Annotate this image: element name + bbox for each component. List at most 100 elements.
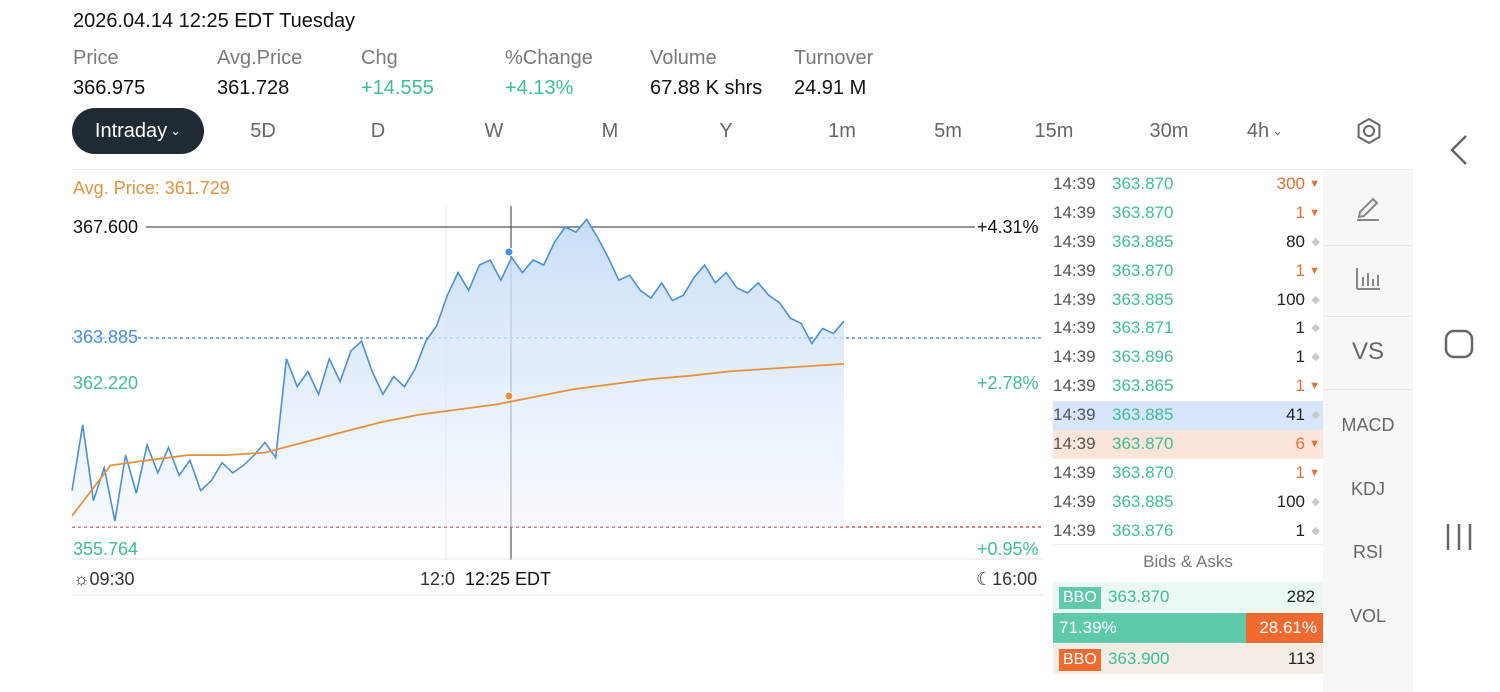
tick-price: 363.870 [1112, 434, 1174, 454]
ask-ratio: 28.61% [1245, 613, 1323, 643]
tick-time: 14:39 [1053, 202, 1096, 222]
stat-label: Avg.Price [217, 47, 303, 69]
diamond-icon: ◆ [1311, 235, 1320, 248]
tick-time: 14:39 [1053, 405, 1096, 425]
tick-row: 14:39 363.871 1 ◆ [1053, 314, 1323, 343]
tick-volume: 1 [1295, 202, 1305, 222]
tab-label: 5m [934, 120, 962, 142]
tick-volume: 6 [1295, 434, 1305, 454]
tick-time: 14:39 [1053, 231, 1096, 251]
tab-w[interactable]: W [468, 108, 520, 154]
tab-30m[interactable]: 30m [1138, 108, 1200, 154]
diamond-icon: ◆ [1311, 524, 1320, 537]
stat-label: Volume [650, 47, 717, 69]
tick-volume: 300 [1276, 174, 1305, 193]
tick-time: 14:39 [1053, 347, 1096, 367]
stat-value: 361.728 [217, 77, 290, 99]
tab-m[interactable]: M [584, 108, 636, 154]
settings-gear-icon[interactable] [1355, 117, 1383, 145]
timeframe-bar: Intraday ⌄ 5D D W M Y 1m 5m 15m 30m 4h ⌄ [72, 108, 1412, 154]
tick-volume: 100 [1276, 491, 1305, 511]
tab-label: Intraday [94, 120, 168, 142]
crosshair-price-dot [504, 247, 514, 257]
diamond-icon: ◆ [1311, 322, 1320, 335]
stat-value: +14.555 [361, 77, 434, 99]
bid-row: BBO 363.870 282 [1053, 582, 1323, 612]
stat-value: 366.975 [73, 77, 146, 99]
tab-label: M [601, 120, 619, 142]
bid-bbo-tag: BBO [1059, 586, 1101, 609]
ask-price: 363.900 [1108, 649, 1170, 668]
market-close-time: ☾16:00 [976, 569, 1037, 590]
crosshair-price-label: 367.600 [73, 217, 139, 237]
price-line [71, 218, 845, 522]
tick-row: 14:39 363.896 1 ◆ [1053, 343, 1323, 372]
tick-price: 363.896 [1112, 347, 1174, 367]
crosshair-pct-label: +4.31% [977, 217, 1039, 237]
stat-label: Chg [361, 47, 398, 69]
tick-price: 363.885 [1112, 405, 1174, 425]
tick-row: 14:39 363.870 300 ▼ [1053, 170, 1323, 199]
market-open-time: ☼09:30 [73, 569, 135, 590]
tick-row: 14:39 363.885 100 ◆ [1053, 286, 1323, 315]
divider [72, 169, 1413, 170]
tick-time: 14:39 [1053, 491, 1096, 511]
bar-chart-icon[interactable] [1354, 265, 1382, 293]
stat-label: Price [73, 47, 119, 69]
tick-row: 14:39 363.870 1 ▼ [1053, 257, 1323, 286]
tick-time: 14:39 [1053, 174, 1096, 193]
tab-5m[interactable]: 5m [918, 108, 978, 154]
tick-price: 363.870 [1112, 174, 1174, 193]
macd-button[interactable]: MACD [1341, 415, 1395, 435]
tick-row: 14:39 363.885 41 ◆ [1053, 401, 1323, 431]
bids-asks-title: Bids & Asks [1143, 552, 1233, 571]
draw-pencil-icon[interactable] [1354, 192, 1382, 222]
tick-volume: 1 [1295, 376, 1305, 396]
vol-button[interactable]: VOL [1349, 606, 1387, 626]
divider [1323, 316, 1413, 317]
end-time-label: 16:00 [992, 569, 1038, 589]
current-price-label: 363.885 [73, 327, 139, 348]
recents-icon[interactable] [1445, 522, 1473, 552]
tick-volume: 41 [1286, 405, 1305, 425]
tab-d[interactable]: D [352, 108, 404, 154]
stat-value: 24.91 M [794, 77, 867, 99]
bid-price: 363.870 [1108, 587, 1170, 606]
home-icon[interactable] [1444, 329, 1474, 359]
intraday-chart[interactable] [0, 0, 1050, 600]
tick-row: 14:39 363.865 1 ▼ [1053, 372, 1323, 401]
tab-1m[interactable]: 1m [810, 108, 874, 154]
moon-icon: ☾ [976, 569, 993, 589]
low-pct-label: +0.95% [977, 539, 1039, 559]
stat-value: +4.13% [505, 77, 574, 99]
tab-4h[interactable]: 4h ⌄ [1242, 108, 1288, 154]
indicator-panel: VS MACD KDJ RSI VOL [1323, 170, 1413, 692]
tab-15m[interactable]: 15m [1022, 108, 1086, 154]
tick-price: 363.865 [1112, 376, 1174, 396]
tab-label: 5D [250, 120, 276, 142]
tab-5d[interactable]: 5D [237, 108, 289, 154]
vs-compare-button[interactable]: VS [1351, 338, 1384, 365]
time-and-sales-list[interactable]: 14:39 363.870 300 ▼ 14:39 363.870 1 ▼ 14:39 363.8… [1053, 170, 1323, 546]
tab-y[interactable]: Y [700, 108, 752, 154]
tick-time: 14:39 [1053, 260, 1096, 280]
tick-row: 14:39 363.870 1 ▼ [1053, 459, 1323, 488]
header-datetime: 2026.04.14 12:25 EDT Tuesday [73, 10, 356, 32]
ask-qty: 113 [1287, 649, 1315, 668]
stat-label: Turnover [794, 47, 874, 69]
tick-price: 363.871 [1112, 318, 1174, 338]
tick-time: 14:39 [1053, 318, 1096, 338]
back-icon[interactable] [1449, 134, 1469, 166]
diamond-icon: ◆ [1311, 495, 1320, 508]
tab-label: D [370, 120, 386, 142]
down-triangle-icon: ▼ [1309, 380, 1320, 393]
kdj-button[interactable]: KDJ [1350, 479, 1385, 499]
chevron-down-icon: ⌄ [170, 123, 182, 138]
tick-row: 14:39 363.885 80 ◆ [1053, 228, 1323, 257]
rsi-button[interactable]: RSI [1352, 542, 1383, 562]
tick-time: 14:39 [1053, 520, 1096, 540]
tick-price: 363.885 [1112, 289, 1174, 309]
tick-price: 363.870 [1112, 202, 1174, 222]
tab-intraday[interactable]: Intraday ⌄ [72, 108, 204, 154]
tick-volume: 1 [1295, 520, 1305, 540]
